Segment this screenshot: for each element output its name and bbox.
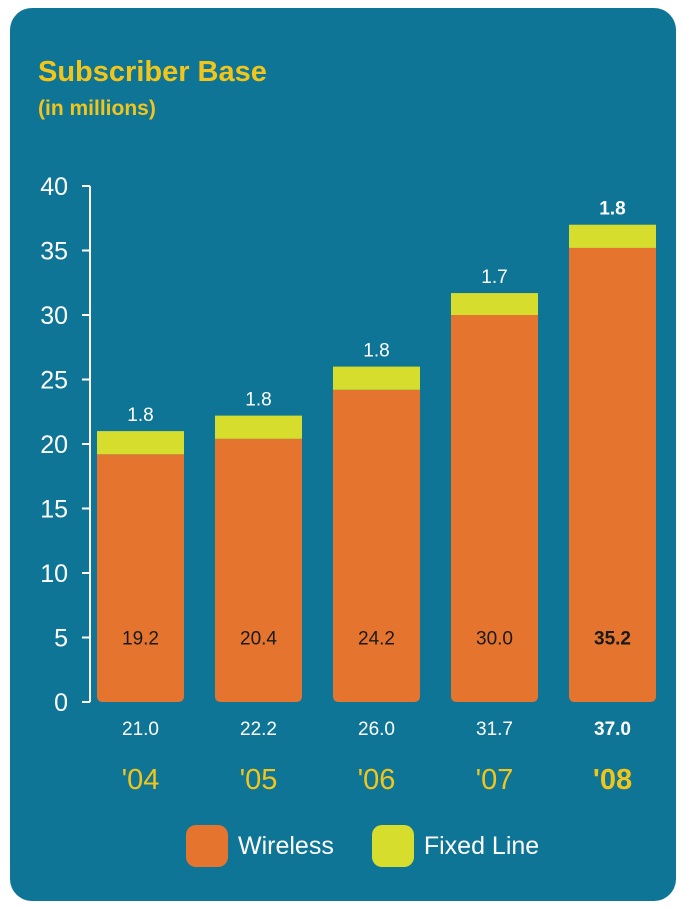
legend: Wireless Fixed Line: [186, 825, 577, 867]
legend-swatch-fixed-line: [371, 825, 414, 867]
year-label: '04: [122, 764, 160, 796]
bar-wireless: [451, 315, 538, 702]
chart-subtitle: (in millions): [38, 97, 156, 120]
year-label: '08: [593, 764, 632, 796]
y-tick-label: 10: [40, 560, 68, 588]
total-value-label: 22.2: [240, 719, 277, 740]
bar-fixed-line: [451, 293, 538, 315]
wireless-value-label: 30.0: [476, 629, 513, 650]
bar-fixed-line: [215, 415, 302, 439]
chart-title: Subscriber Base: [38, 56, 267, 88]
y-tick-label: 30: [40, 302, 68, 330]
wireless-value-label: 24.2: [358, 629, 395, 650]
y-tick-label: 40: [40, 173, 68, 201]
bar-wireless: [333, 389, 420, 702]
total-value-label: 26.0: [358, 719, 395, 740]
fixed-line-value-label: 1.8: [127, 405, 153, 426]
year-label: '05: [240, 764, 278, 796]
y-tick-label: 35: [40, 238, 68, 266]
legend-swatch-wireless: [186, 825, 228, 867]
fixed-line-value-label: 1.8: [363, 341, 389, 362]
total-value-label: 31.7: [476, 719, 513, 740]
bar-fixed-line: [333, 366, 420, 390]
fixed-line-value-label: 1.7: [481, 267, 507, 288]
total-value-label: 37.0: [594, 719, 631, 740]
bar-wireless: [569, 247, 656, 703]
legend-item-wireless: Wireless: [186, 825, 334, 867]
wireless-value-label: 19.2: [122, 629, 159, 650]
bar-fixed-line: [97, 431, 184, 455]
bar-fixed-line: [569, 224, 656, 248]
bar-wireless: [215, 438, 302, 702]
wireless-value-label: 20.4: [240, 629, 277, 650]
wireless-value-label: 35.2: [594, 629, 631, 650]
y-tick-label: 0: [54, 689, 68, 717]
y-tick-label: 25: [40, 367, 68, 395]
legend-label-fixed-line: Fixed Line: [423, 831, 540, 860]
year-label: '06: [358, 764, 396, 796]
bar-wireless: [97, 454, 184, 702]
legend-label-wireless: Wireless: [238, 831, 334, 860]
y-tick-label: 20: [40, 431, 68, 459]
fixed-line-value-label: 1.8: [245, 390, 271, 411]
year-label: '07: [476, 764, 514, 796]
fixed-line-value-label: 1.8: [599, 199, 625, 220]
total-value-label: 21.0: [122, 719, 159, 740]
y-tick-label: 15: [40, 496, 68, 524]
legend-item-fixed-line: Fixed Line: [371, 825, 540, 867]
y-tick-label: 5: [54, 625, 68, 653]
